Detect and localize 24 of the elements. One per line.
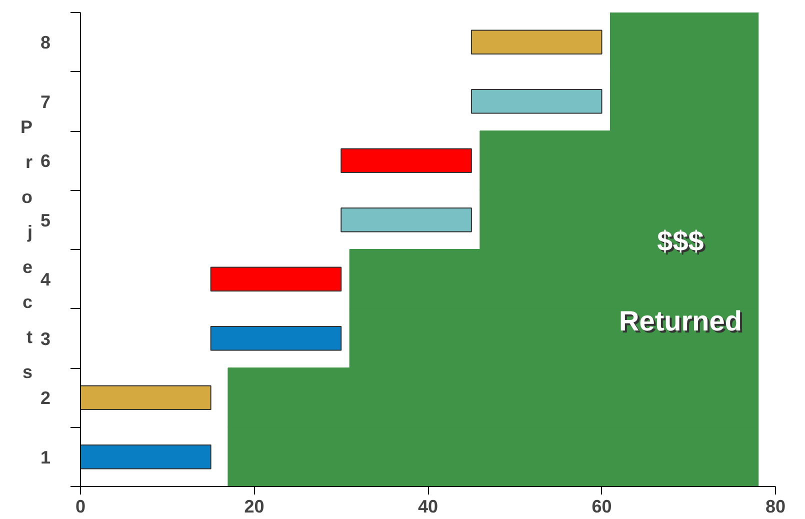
- bar: [470, 89, 602, 114]
- y-tick-label: 7: [40, 92, 51, 112]
- bar: [80, 444, 212, 470]
- annotation: $$$: [659, 228, 706, 258]
- annotation: Returned: [621, 308, 744, 338]
- bar: [210, 266, 342, 292]
- y-tick-label: 4: [40, 270, 51, 290]
- bar: [340, 148, 472, 173]
- x-tick-label: 80: [765, 496, 786, 516]
- y-tick-label: 2: [40, 388, 51, 408]
- y-tick-label: 1: [40, 447, 51, 468]
- y-tick-label: 5: [40, 210, 51, 230]
- bar: [340, 208, 472, 232]
- bar: [470, 30, 602, 54]
- x-tick-label: 60: [592, 496, 612, 516]
- y-tick-label: 6: [40, 151, 51, 172]
- y-tick-label: 8: [40, 32, 51, 53]
- x-tick-label: 40: [418, 496, 438, 516]
- x-tick-label: 20: [244, 496, 264, 516]
- x-tick-label: 0: [75, 496, 86, 516]
- y-axis-title: Projects: [20, 117, 33, 382]
- bar: [80, 385, 212, 410]
- y-tick-label: 3: [40, 328, 51, 349]
- bar: [210, 326, 342, 351]
